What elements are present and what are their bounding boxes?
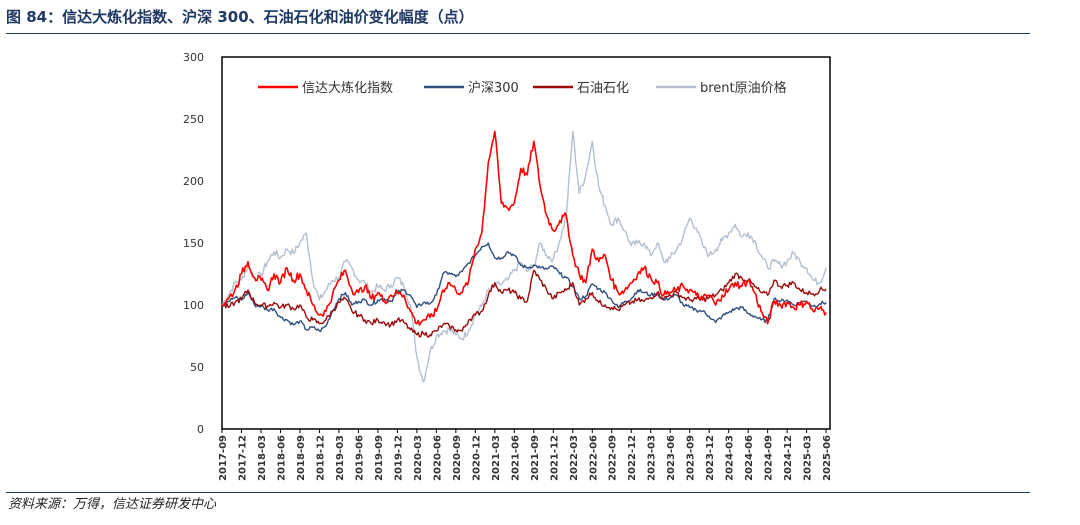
x-tick-label: 2018-09 — [296, 435, 307, 481]
legend-label-1: 沪深300 — [468, 80, 519, 96]
y-axis: 0 50 100 150 200 250 300 — [183, 51, 204, 436]
x-tick-label: 2022-12 — [627, 435, 638, 481]
y-tick-label: 100 — [183, 299, 204, 312]
x-tick-label: 2024-09 — [764, 435, 775, 481]
y-tick-label: 50 — [190, 361, 204, 374]
source-note: 资料来源：万得，信达证券研发中心 — [8, 497, 217, 512]
x-axis: 2017-09 2017-12 2018-03 2018-06 2018-09 2018-… — [218, 429, 833, 481]
x-tick-label: 2021-03 — [491, 435, 502, 481]
x-tick-label: 2025-03 — [803, 435, 814, 481]
x-tick-label: 2022-03 — [569, 435, 580, 481]
x-tick-label: 2025-06 — [822, 435, 833, 481]
x-tick-label: 2023-03 — [647, 435, 658, 481]
x-tick-label: 2020-09 — [452, 435, 463, 481]
x-tick-label: 2019-12 — [393, 435, 404, 481]
series-line-1 — [221, 242, 827, 333]
x-tick-label: 2017-09 — [218, 435, 229, 481]
x-tick-label: 2024-03 — [725, 435, 736, 481]
x-tick-label: 2023-06 — [666, 435, 677, 481]
x-tick-label: 2018-06 — [276, 435, 287, 481]
x-tick-label: 2023-09 — [686, 435, 697, 481]
x-tick-label: 2024-12 — [783, 435, 794, 481]
legend-label-2: 石油石化 — [577, 81, 629, 96]
x-tick-label: 2022-06 — [588, 435, 599, 481]
y-tick-label: 0 — [197, 423, 204, 436]
bottom-divider — [6, 492, 1030, 493]
x-tick-label: 2023-12 — [705, 435, 716, 481]
legend-label-0: 信达大炼化指数 — [302, 81, 393, 96]
y-tick-label: 250 — [183, 113, 204, 126]
legend-label-3: brent原油价格 — [700, 80, 787, 96]
x-tick-label: 2021-09 — [530, 435, 541, 481]
y-tick-label: 150 — [183, 237, 204, 250]
line-chart: 0 50 100 150 200 250 300 2017-09 2017-12 2018-03… — [183, 51, 833, 481]
legend: 信达大炼化指数 沪深300 石油石化 brent原油价格 — [258, 80, 787, 96]
x-tick-label: 2021-06 — [510, 435, 521, 481]
x-tick-label: 2020-06 — [432, 435, 443, 481]
top-divider — [6, 33, 1030, 34]
x-tick-label: 2019-06 — [354, 435, 365, 481]
x-tick-label: 2019-03 — [335, 435, 346, 481]
x-tick-label: 2022-09 — [608, 435, 619, 481]
x-tick-label: 2020-03 — [413, 435, 424, 481]
x-tick-label: 2024-06 — [744, 435, 755, 481]
y-tick-label: 300 — [183, 51, 204, 64]
series-layer — [221, 130, 827, 383]
x-tick-label: 2021-12 — [549, 435, 560, 481]
x-tick-label: 2020-12 — [471, 435, 482, 481]
figure-title: 图 84：信达大炼化指数、沪深 300、石油石化和油价变化幅度（点） — [6, 8, 474, 26]
y-tick-label: 200 — [183, 175, 204, 188]
x-tick-label: 2018-12 — [315, 435, 326, 481]
x-tick-label: 2018-03 — [257, 435, 268, 481]
series-line-0 — [221, 130, 827, 326]
x-tick-label: 2017-12 — [237, 435, 248, 481]
x-tick-label: 2019-09 — [374, 435, 385, 481]
plot-area — [221, 56, 831, 430]
series-line-2 — [221, 269, 827, 338]
